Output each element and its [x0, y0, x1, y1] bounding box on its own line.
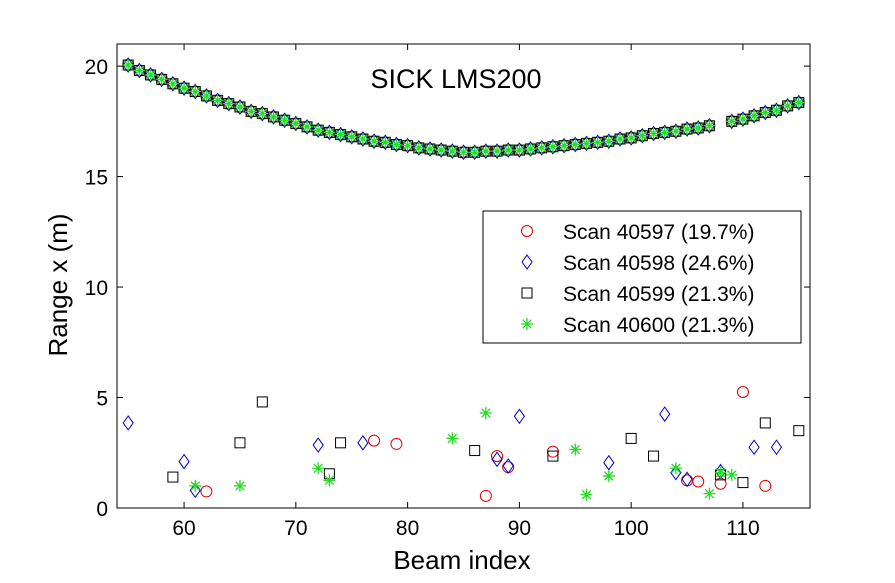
data-point-asterisk	[379, 136, 391, 148]
chart-title: SICK LMS200	[370, 64, 541, 94]
data-point-asterisk	[525, 143, 537, 155]
data-point-asterisk	[726, 115, 738, 127]
data-point-asterisk	[413, 142, 425, 154]
legend-marker-asterisk	[521, 318, 533, 330]
outlier-point-asterisk	[323, 474, 335, 486]
legend-entry: Scan 40598 (24.6%)	[563, 252, 754, 275]
outlier-point-asterisk	[234, 480, 246, 492]
data-point-asterisk	[279, 114, 291, 126]
outlier-point-asterisk	[703, 488, 715, 500]
data-point-asterisk	[569, 139, 581, 151]
data-point-asterisk	[357, 133, 369, 145]
data-point-asterisk	[513, 144, 525, 156]
data-point-asterisk	[692, 122, 704, 134]
data-point-asterisk	[782, 100, 794, 112]
data-point-asterisk	[536, 142, 548, 154]
data-point-asterisk	[189, 86, 201, 98]
data-point-asterisk	[335, 129, 347, 141]
outlier-point-asterisk	[603, 470, 615, 482]
data-point-asterisk	[390, 139, 402, 151]
y-tick-label: 0	[96, 498, 108, 521]
legend-entry: Scan 40600 (21.3%)	[563, 314, 754, 337]
data-point-asterisk	[156, 73, 168, 85]
data-point-asterisk	[323, 126, 335, 138]
data-point-asterisk	[592, 136, 604, 148]
data-point-asterisk	[301, 121, 313, 133]
data-point-asterisk	[703, 120, 715, 132]
data-point-asterisk	[502, 144, 514, 156]
data-point-asterisk	[681, 123, 693, 135]
outlier-point-asterisk	[312, 462, 324, 474]
y-tick-label: 15	[85, 167, 108, 190]
data-point-asterisk	[614, 133, 626, 145]
data-point-asterisk	[435, 144, 447, 156]
data-point-asterisk	[245, 105, 257, 117]
x-tick-label: 100	[614, 517, 649, 540]
outlier-point-asterisk	[726, 469, 738, 481]
data-point-asterisk	[346, 131, 358, 143]
outlier-point-asterisk	[670, 462, 682, 474]
y-tick-label: 20	[85, 56, 108, 79]
data-point-asterisk	[648, 127, 660, 139]
data-point-asterisk	[178, 82, 190, 94]
x-tick-label: 80	[396, 517, 419, 540]
data-point-asterisk	[469, 146, 481, 158]
data-point-asterisk	[547, 141, 559, 153]
x-tick-label: 110	[726, 517, 759, 540]
outlier-point-asterisk	[715, 467, 727, 479]
data-point-asterisk	[770, 104, 782, 116]
data-point-asterisk	[234, 101, 246, 113]
data-point-asterisk	[759, 106, 771, 118]
data-point-asterisk	[603, 135, 615, 147]
data-point-asterisk	[446, 145, 458, 157]
data-point-asterisk	[580, 137, 592, 149]
data-point-asterisk	[368, 135, 380, 147]
data-point-asterisk	[223, 98, 235, 110]
data-point-asterisk	[424, 143, 436, 155]
legend-entry: Scan 40597 (19.7%)	[563, 221, 754, 244]
data-point-asterisk	[145, 69, 157, 81]
outlier-point-asterisk	[580, 489, 592, 501]
x-tick-label: 60	[172, 517, 195, 540]
data-point-asterisk	[312, 124, 324, 136]
data-point-asterisk	[636, 130, 648, 142]
y-tick-label: 5	[96, 388, 108, 411]
data-point-asterisk	[200, 90, 212, 102]
y-axis-label: Range x (m)	[43, 213, 73, 356]
outlier-point-asterisk	[569, 443, 581, 455]
data-point-asterisk	[558, 140, 570, 152]
data-point-asterisk	[748, 110, 760, 122]
data-point-asterisk	[793, 97, 805, 109]
outlier-point-asterisk	[480, 407, 492, 419]
data-point-asterisk	[670, 125, 682, 137]
x-tick-label: 90	[508, 517, 531, 540]
data-point-asterisk	[122, 59, 134, 71]
data-point-asterisk	[659, 126, 671, 138]
legend: Scan 40597 (19.7%) Scan 40598 (24.6%) Scan…	[483, 211, 801, 343]
outlier-point-asterisk	[189, 480, 201, 492]
x-tick-label: 70	[284, 517, 307, 540]
x-axis-label: Beam index	[393, 545, 530, 575]
data-point-asterisk	[133, 65, 145, 77]
data-point-asterisk	[737, 113, 749, 125]
data-point-asterisk	[212, 94, 224, 106]
data-point-asterisk	[480, 145, 492, 157]
data-point-asterisk	[256, 108, 268, 120]
outlier-point-asterisk	[446, 432, 458, 444]
data-point-asterisk	[491, 145, 503, 157]
data-point-asterisk	[290, 118, 302, 130]
data-point-asterisk	[267, 111, 279, 123]
data-point-asterisk	[458, 146, 470, 158]
data-point-asterisk	[625, 132, 637, 144]
data-point-asterisk	[167, 78, 179, 90]
y-tick-label: 10	[85, 277, 108, 300]
data-point-asterisk	[402, 140, 414, 152]
legend-entry: Scan 40599 (21.3%)	[563, 283, 754, 306]
